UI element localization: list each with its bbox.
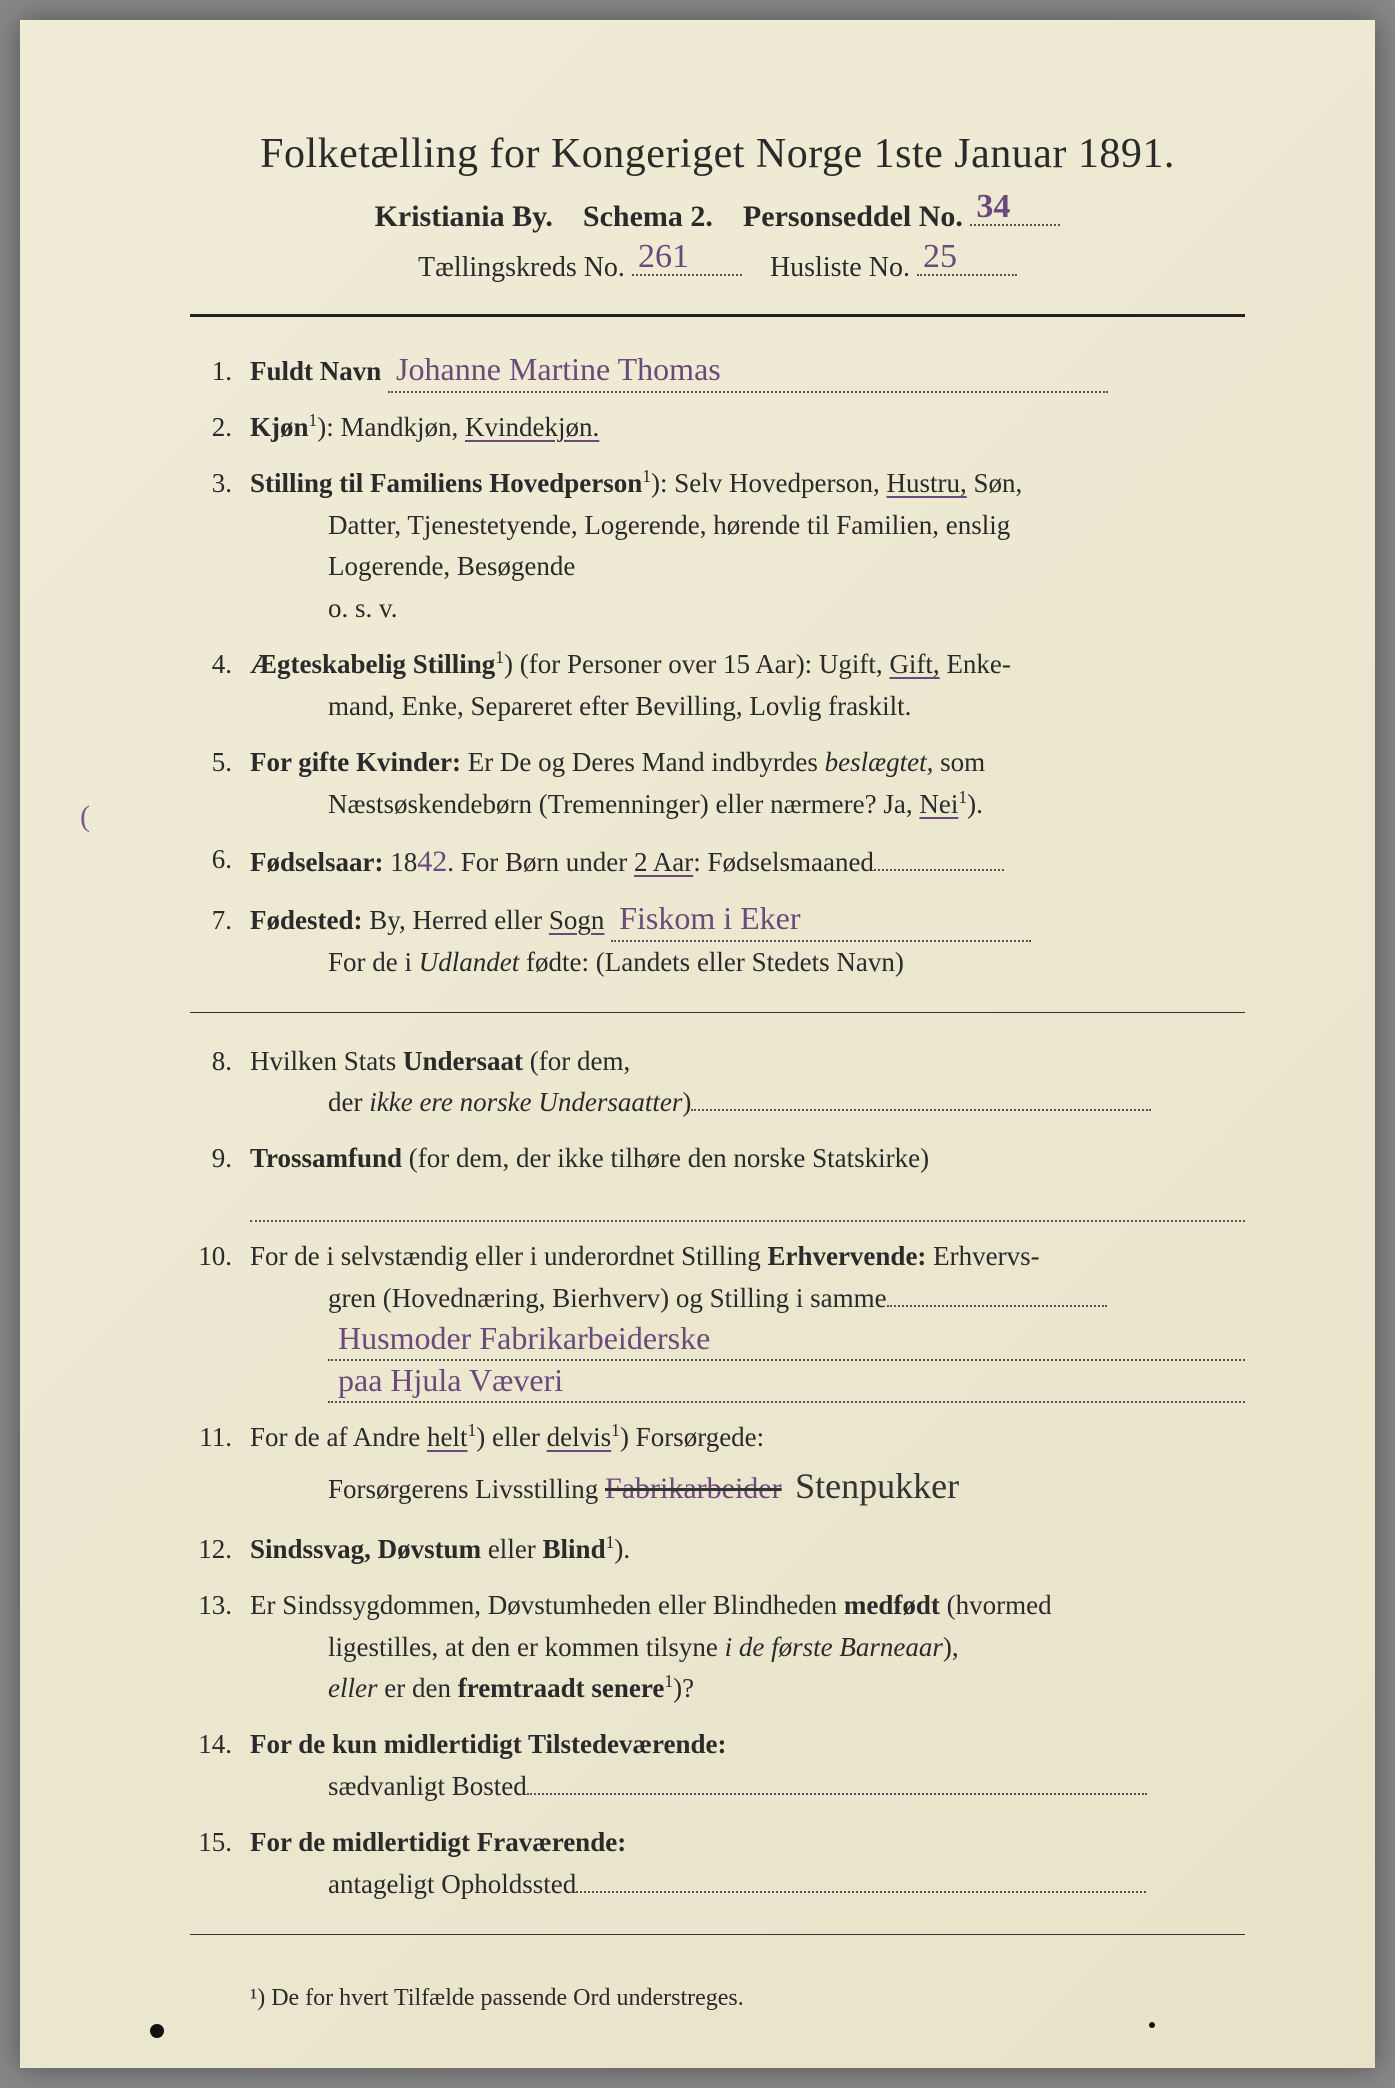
value-fodested: Fiskom i Eker (619, 894, 800, 944)
item-12: 12. Sindssvag, Døvstum eller Blind1). (190, 1529, 1245, 1571)
margin-mark: ( (80, 800, 90, 834)
third-line: Tællingskreds No. 261 Husliste No. 25 (190, 248, 1245, 284)
item-2: 2. Kjøn1): Mandkjøn, Kvindekjøn. (190, 407, 1245, 449)
value-hustru: Hustru, (887, 468, 967, 498)
item-14: 14. For de kun midlertidigt Tilstedevære… (190, 1724, 1245, 1808)
item-6: 6. Fødselsaar: 1842. For Børn under 2 Aa… (190, 839, 1245, 886)
husliste-label: Husliste No. (770, 252, 910, 283)
item-3: 3. Stilling til Familiens Hovedperson1):… (190, 463, 1245, 630)
item-8: 8. Hvilken Stats Undersaat (for dem, der… (190, 1041, 1245, 1125)
label-name: Fuldt Navn (250, 356, 381, 386)
item-9: 9. Trossamfund (for dem, der ikke tilhør… (190, 1138, 1245, 1222)
husliste-no: 25 (923, 238, 957, 276)
item-15: 15. For de midlertidigt Fraværende: anta… (190, 1822, 1245, 1906)
personseddel-no: 34 (976, 188, 1010, 226)
subtitle-line: Kristiania By. Schema 2. Personseddel No… (190, 196, 1245, 234)
item-11: 11. For de af Andre helt1) eller delvis1… (190, 1417, 1245, 1515)
item-13: 13. Er Sindssygdommen, Døvstumheden elle… (190, 1585, 1245, 1711)
census-form-page: ( Folketælling for Kongeriget Norge 1ste… (20, 20, 1375, 2068)
value-occupation2: paa Hjula Væveri (338, 1356, 563, 1406)
kreds-no: 261 (638, 238, 689, 276)
item-10: 10. For de i selvstændig eller i underor… (190, 1236, 1245, 1403)
item-1: 1. Fuldt Navn Johanne Martine Thomas (190, 351, 1245, 393)
value-kvindekjon: Kvindekjøn. (465, 412, 599, 442)
footnote: ¹) De for hvert Tilfælde passende Ord un… (190, 1985, 1245, 2012)
value-struck: Fabrikarbeider (605, 1466, 782, 1513)
ink-speck (1149, 2022, 1155, 2028)
schema: Schema 2. (583, 200, 713, 233)
header-block: Folketælling for Kongeriget Norge 1ste J… (190, 130, 1245, 284)
item-7: 7. Fødested: By, Herred eller Sogn Fisko… (190, 900, 1245, 984)
item-4: 4. Ægteskabelig Stilling1) (for Personer… (190, 644, 1245, 728)
main-title: Folketælling for Kongeriget Norge 1ste J… (190, 130, 1245, 178)
value-name: Johanne Martine Thomas (396, 345, 721, 395)
value-gift: Gift, (889, 649, 939, 679)
label-kjon: Kjøn (250, 412, 309, 442)
divider-top (190, 314, 1245, 317)
personseddel-label: Personseddel No. (743, 200, 963, 233)
divider-mid1 (190, 1012, 1245, 1013)
divider-bottom (190, 1934, 1245, 1935)
value-year: 42 (417, 839, 447, 886)
value-nei: Nei (919, 789, 958, 819)
kreds-label: Tællingskreds No. (418, 252, 625, 283)
ink-blot (150, 2024, 164, 2038)
city: Kristiania By. (375, 200, 553, 233)
form-items: 1. Fuldt Navn Johanne Martine Thomas 2. … (190, 351, 1245, 1906)
value-provider: Stenpukker (795, 1459, 959, 1515)
item-5: 5. For gifte Kvinder: Er De og Deres Man… (190, 742, 1245, 826)
